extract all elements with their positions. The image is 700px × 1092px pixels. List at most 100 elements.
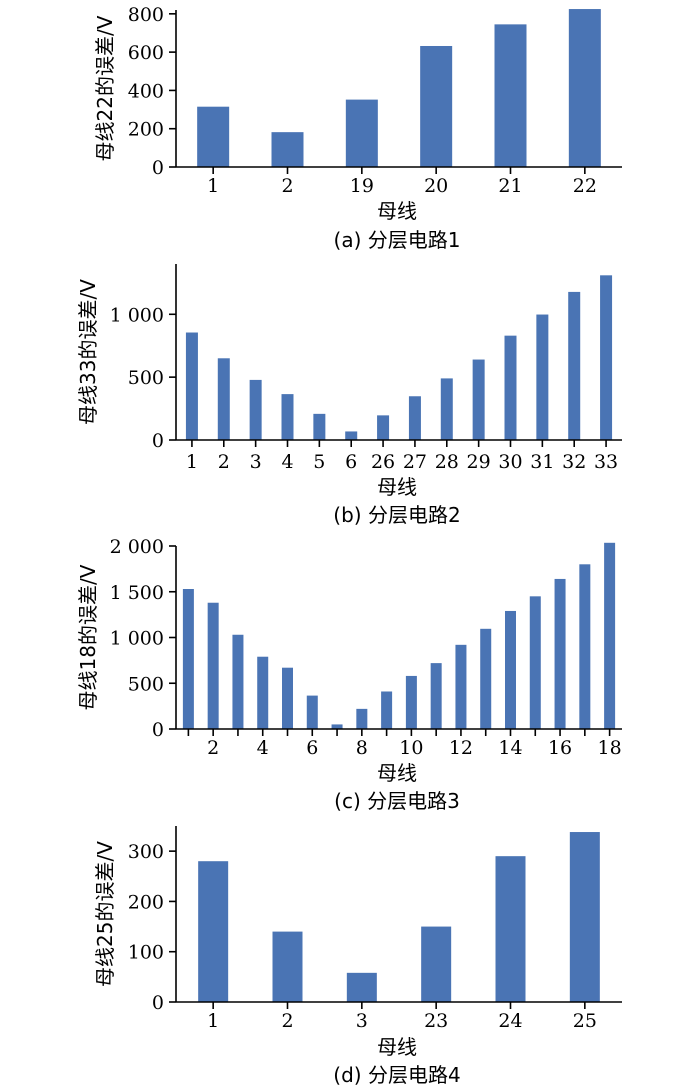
bar-1 <box>182 589 194 729</box>
bar-4 <box>257 656 269 729</box>
x-tick-label: 3 <box>356 1010 368 1032</box>
bar-29 <box>472 359 485 440</box>
y-axis-title: 母线33的误差/V <box>76 279 100 425</box>
bar-17 <box>579 564 591 729</box>
x-tick-label: 29 <box>467 451 491 473</box>
chart-caption: (c) 分层电路3 <box>334 789 460 813</box>
x-axis-title: 母线 <box>377 199 417 223</box>
x-tick-label: 2 <box>281 175 293 197</box>
y-tick-label: 200 <box>128 891 164 913</box>
x-tick-label: 32 <box>562 451 586 473</box>
x-tick-label: 24 <box>498 1010 522 1032</box>
bar-5 <box>282 667 293 729</box>
x-tick-label: 1 <box>207 175 219 197</box>
bar-26 <box>377 415 390 440</box>
x-tick-label: 31 <box>530 451 554 473</box>
bar-4 <box>281 394 294 440</box>
bar-5 <box>313 413 326 440</box>
bar-2 <box>271 132 304 167</box>
bar-9 <box>381 691 393 729</box>
bar-8 <box>356 708 368 729</box>
y-tick-label: 400 <box>128 80 164 102</box>
bar-14 <box>505 610 516 729</box>
y-tick-label: 0 <box>152 157 164 179</box>
x-tick-label: 2 <box>281 1010 293 1032</box>
y-tick-label: 2 000 <box>110 536 164 558</box>
y-tick-label: 1 500 <box>110 582 164 604</box>
x-tick-label: 23 <box>424 1010 448 1032</box>
bar-11 <box>430 663 442 729</box>
y-tick-label: 0 <box>152 992 164 1014</box>
bar-1 <box>185 332 198 440</box>
x-tick-label: 26 <box>371 451 395 473</box>
x-tick-label: 5 <box>313 451 325 473</box>
chart-panel-3: 0 500 1 000 1 500 2 000 2 4 6 8 10 12 14 16 18 母线 母线18的… <box>76 536 622 813</box>
x-tick-label: 28 <box>435 451 459 473</box>
y-tick-label: 0 <box>152 430 164 452</box>
y-tick-label: 100 <box>128 942 164 964</box>
y-axis-title: 母线25的误差/V <box>93 841 117 987</box>
bar-18 <box>604 542 616 729</box>
bar-16 <box>554 578 566 729</box>
chart-caption: (d) 分层电路4 <box>333 1063 460 1087</box>
y-tick-label: 200 <box>128 119 164 141</box>
x-tick-label: 20 <box>424 175 448 197</box>
bar-2 <box>272 931 303 1002</box>
x-tick-label: 19 <box>350 175 374 197</box>
x-tick-label: 22 <box>573 175 597 197</box>
chart-caption: (b) 分层电路2 <box>333 503 460 527</box>
x-tick-label: 27 <box>403 451 427 473</box>
y-tick-label: 600 <box>128 42 164 64</box>
bar-25 <box>569 832 600 1002</box>
y-tick-label: 0 <box>152 719 164 741</box>
bar-19 <box>345 99 378 167</box>
bar-6 <box>345 431 358 440</box>
x-tick-label: 33 <box>594 451 618 473</box>
x-axis-title: 母线 <box>377 761 417 785</box>
bar-7 <box>331 724 343 729</box>
x-tick-label: 25 <box>573 1010 597 1032</box>
x-tick-label: 2 <box>207 737 219 759</box>
x-tick-label: 18 <box>598 737 622 759</box>
y-tick-label: 1 000 <box>110 304 164 326</box>
bar-3 <box>232 634 244 729</box>
y-tick-label: 500 <box>128 673 164 695</box>
bar-30 <box>504 335 517 440</box>
bar-27 <box>408 396 421 440</box>
bar-23 <box>421 926 452 1002</box>
x-tick-label: 2 <box>218 451 230 473</box>
x-tick-label: 6 <box>345 451 357 473</box>
x-tick-label: 21 <box>498 175 522 197</box>
chart-panel-2: 0 500 1 000 1 2 3 4 5 6 26 27 28 29 30 31 32 33 母线 母线33的误差… <box>76 264 622 527</box>
x-axis-title: 母线 <box>377 1035 417 1059</box>
bar-1 <box>197 106 230 167</box>
y-axis-title: 母线18的误差/V <box>76 564 100 710</box>
x-tick-label: 6 <box>306 737 318 759</box>
x-tick-label: 12 <box>449 737 473 759</box>
x-tick-label: 10 <box>399 737 423 759</box>
chart-panel-1: 0 200 400 600 800 1 2 19 20 21 22 母线 母线22的误差/V (a) 分层… <box>93 4 622 252</box>
x-tick-label: 16 <box>548 737 572 759</box>
bar-2 <box>217 358 230 440</box>
x-axis-title: 母线 <box>377 475 417 499</box>
x-tick-label: 4 <box>281 451 293 473</box>
bar-22 <box>568 9 601 168</box>
x-tick-label: 14 <box>498 737 522 759</box>
x-tick-label: 1 <box>186 451 198 473</box>
bar-20 <box>420 45 453 168</box>
bar-2 <box>207 602 219 729</box>
y-tick-label: 1 000 <box>110 628 164 650</box>
bar-3 <box>346 972 377 1002</box>
y-axis-title: 母线22的误差/V <box>93 15 117 161</box>
bar-28 <box>440 378 453 440</box>
y-tick-label: 300 <box>128 841 164 863</box>
bar-32 <box>568 291 581 440</box>
bar-31 <box>536 314 549 440</box>
x-tick-label: 30 <box>498 451 522 473</box>
bar-33 <box>600 275 613 440</box>
y-tick-label: 500 <box>128 367 164 389</box>
bar-13 <box>480 628 492 729</box>
